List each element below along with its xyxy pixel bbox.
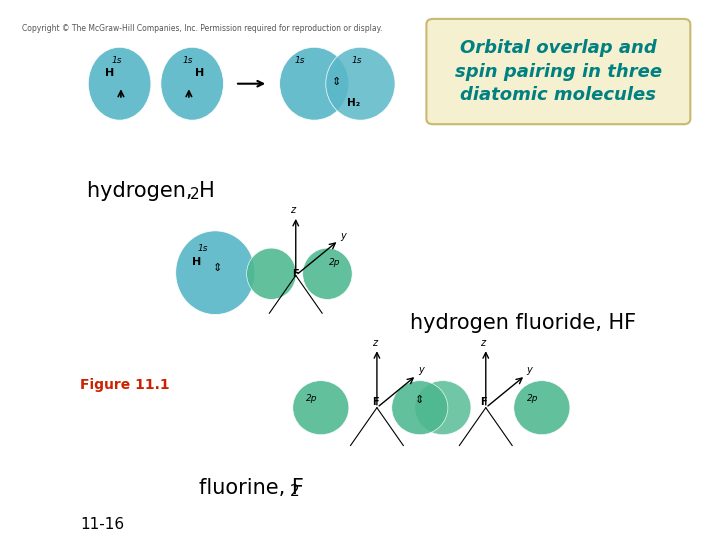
Text: y: y (341, 231, 346, 241)
Text: F: F (480, 397, 487, 407)
Ellipse shape (415, 381, 471, 435)
Text: 2p: 2p (329, 258, 341, 267)
Ellipse shape (514, 381, 570, 435)
Ellipse shape (302, 248, 352, 299)
Text: 2p: 2p (306, 394, 317, 403)
Text: y: y (527, 364, 532, 375)
Text: y: y (418, 364, 423, 375)
Ellipse shape (176, 231, 255, 314)
Text: hydrogen, H: hydrogen, H (86, 181, 215, 201)
Text: ⇕: ⇕ (212, 263, 222, 273)
Text: 1s: 1s (197, 244, 208, 253)
Ellipse shape (279, 47, 349, 120)
Text: 1s: 1s (294, 56, 305, 65)
Text: fluorine, F: fluorine, F (199, 478, 304, 498)
Ellipse shape (293, 381, 349, 435)
Text: 1s: 1s (112, 56, 122, 65)
Text: ⇕: ⇕ (331, 77, 341, 87)
Text: 1s: 1s (352, 56, 362, 65)
Text: 2: 2 (189, 187, 199, 202)
Text: z: z (290, 205, 296, 215)
FancyBboxPatch shape (426, 19, 690, 124)
Ellipse shape (325, 47, 395, 120)
Ellipse shape (89, 47, 151, 120)
Text: H: H (195, 68, 204, 78)
Text: 1s: 1s (182, 56, 193, 65)
Text: ⇕: ⇕ (415, 395, 425, 406)
Text: hydrogen fluoride, HF: hydrogen fluoride, HF (410, 313, 636, 333)
Ellipse shape (392, 381, 448, 435)
Text: Orbital overlap and
spin pairing in three
diatomic molecules: Orbital overlap and spin pairing in thre… (455, 39, 662, 104)
Text: H: H (192, 256, 202, 267)
Text: z: z (372, 338, 377, 348)
Text: F: F (292, 269, 299, 279)
Ellipse shape (247, 248, 296, 299)
Ellipse shape (161, 47, 223, 120)
Text: 2p: 2p (527, 394, 539, 403)
Text: F: F (372, 397, 378, 407)
Text: Figure 11.1: Figure 11.1 (80, 378, 170, 392)
Text: 11-16: 11-16 (80, 517, 124, 532)
Text: 2: 2 (290, 484, 300, 500)
Text: H₂: H₂ (347, 98, 361, 109)
Text: Copyright © The McGraw-Hill Companies, Inc. Permission required for reproduction: Copyright © The McGraw-Hill Companies, I… (22, 24, 382, 33)
Text: H: H (105, 68, 114, 78)
Text: z: z (480, 338, 485, 348)
